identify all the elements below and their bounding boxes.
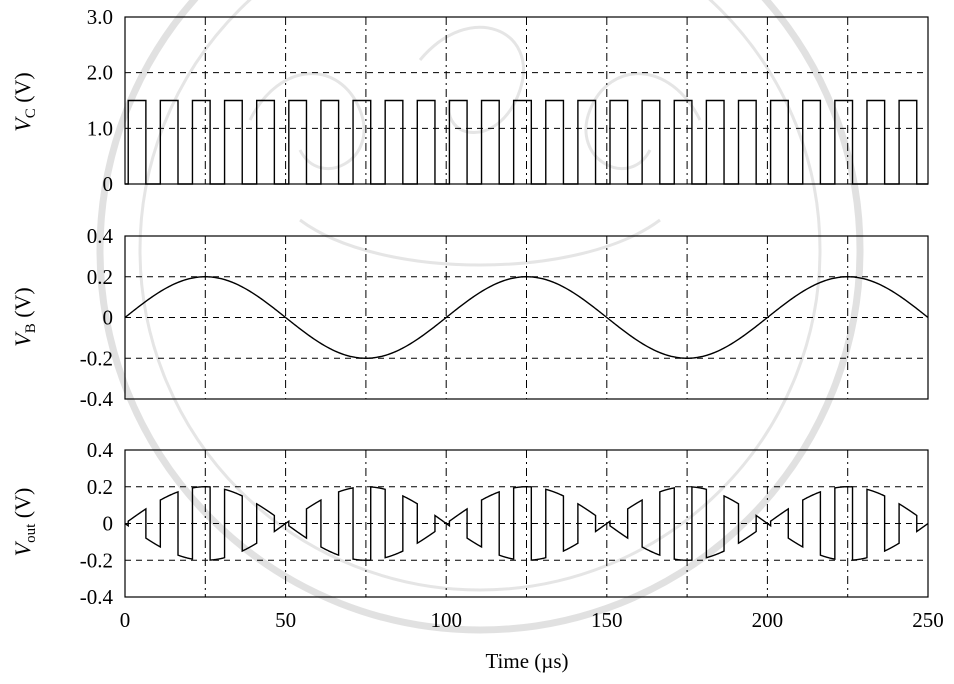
- ylabel-vb: VB (V): [10, 287, 39, 347]
- ylabel-vout: Vout (V): [10, 488, 39, 557]
- panel-vb: -0.4 -0.2 0 0.2 0.4: [80, 224, 929, 411]
- y-tick-label: 2.0: [87, 61, 113, 85]
- y-tick-label: 0: [103, 512, 114, 536]
- y-tick-label: -0.2: [80, 346, 113, 370]
- panel-vc: 0 1.0 2.0 3.0: [87, 5, 929, 196]
- xlabel: Time (µs): [485, 649, 568, 673]
- y-tick-label: 0.2: [87, 265, 113, 289]
- x-tick-label: 250: [912, 608, 944, 632]
- y-tick-label: -0.4: [80, 387, 114, 411]
- y-tick-label: 0: [103, 306, 114, 330]
- y-tick-label: 3.0: [87, 5, 113, 29]
- y-tick-label: -0.4: [80, 585, 114, 609]
- series-line: [124, 486, 929, 561]
- y-tick-label: 1.0: [87, 116, 113, 140]
- x-tick-label: 100: [430, 608, 462, 632]
- y-tick-label: 0.4: [87, 224, 114, 248]
- panel-vout: -0.4 -0.2 0 0.2 0.4 0 50 100 150 200 250: [80, 438, 944, 632]
- y-tick-label: 0: [103, 172, 114, 196]
- series-line: [124, 276, 929, 359]
- y-tick-label: 0.2: [87, 475, 113, 499]
- plot-frame: [124, 16, 929, 185]
- y-tick-label: 0.4: [87, 438, 114, 462]
- ylabel-vc: VC (V): [10, 72, 39, 132]
- x-tick-label: 150: [591, 608, 623, 632]
- seal-watermark: [96, 0, 864, 634]
- series-line: [125, 99, 928, 185]
- x-tick-label: 200: [752, 608, 784, 632]
- x-tick-label: 0: [120, 608, 131, 632]
- x-tick-label: 50: [275, 608, 296, 632]
- y-tick-label: -0.2: [80, 548, 113, 572]
